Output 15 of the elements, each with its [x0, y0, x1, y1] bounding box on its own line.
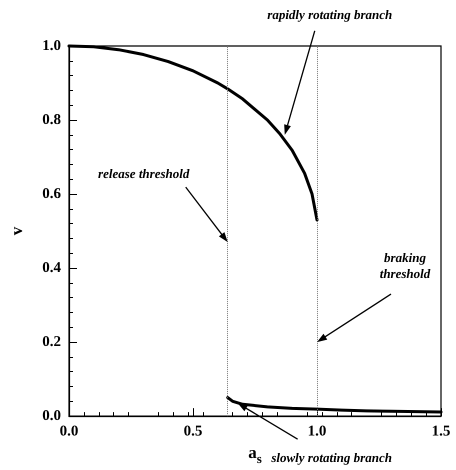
y-tick-label: 0.6 — [42, 186, 62, 202]
x-tick-label: 1.5 — [432, 424, 450, 440]
y-tick-label: 0.4 — [42, 260, 62, 276]
y-tick-label: 0.8 — [42, 112, 61, 128]
y-axis-title: v — [7, 226, 26, 236]
x-tick-label: 0.5 — [184, 424, 202, 440]
annotation: braking threshold — [380, 250, 431, 282]
y-tick-label: 1.0 — [42, 38, 61, 54]
y-tick-label: 0.0 — [42, 408, 61, 424]
x-tick-label: 0.0 — [60, 424, 78, 440]
x-tick-label: 1.0 — [308, 424, 326, 440]
y-tick-label: 0.2 — [42, 334, 61, 350]
annotation: slowly rotating branch — [270, 450, 392, 466]
annotation: release threshold — [98, 166, 190, 182]
annotation: rapidly rotating branch — [267, 6, 392, 22]
